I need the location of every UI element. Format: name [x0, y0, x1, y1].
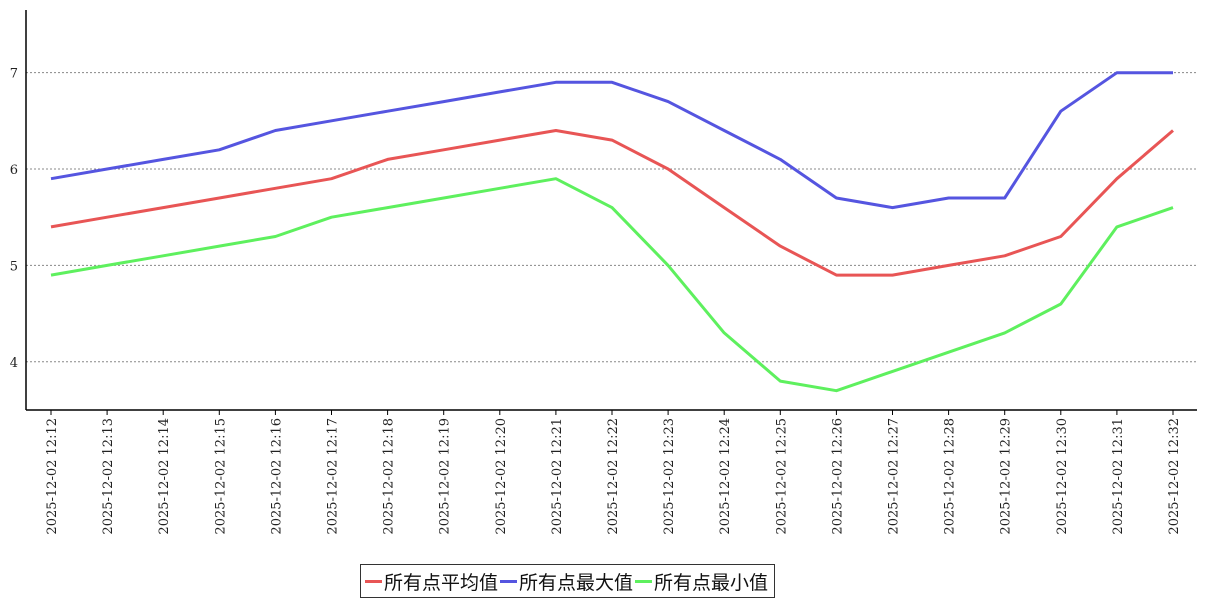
x-tick-label: 2025-12-02 12:14: [157, 418, 172, 535]
x-tick-label: 2025-12-02 12:21: [550, 418, 565, 535]
legend-swatch-average: [365, 579, 382, 583]
legend-label-average: 所有点平均值: [384, 571, 499, 594]
y-tick-labels: 4 5 6 7: [10, 67, 18, 371]
legend-label-min: 所有点最小值: [654, 571, 769, 594]
x-tick-labels: 2025-12-02 12:12 2025-12-02 12:13 2025-12-…: [45, 418, 1182, 535]
x-tick-label: 2025-12-02 12:31: [1111, 418, 1126, 535]
x-tick-label: 2025-12-02 12:24: [718, 418, 733, 535]
gridlines: [26, 72, 1197, 363]
series-line-0: [50, 129, 1174, 277]
x-tick-label: 2025-12-02 12:19: [438, 418, 453, 535]
x-tick-label: 2025-12-02 12:27: [887, 418, 902, 535]
x-tick-label: 2025-12-02 12:26: [830, 418, 845, 535]
x-tick-label: 2025-12-02 12:17: [326, 418, 341, 535]
y-tick-label-4: 4: [10, 356, 18, 371]
x-tick-label: 2025-12-02 12:32: [1167, 418, 1182, 535]
legend-item-average[interactable]: 所有点平均值: [365, 568, 498, 595]
legend: 所有点平均值 所有点最大值 所有点最小值: [360, 564, 776, 598]
legend-item-min[interactable]: 所有点最小值: [635, 568, 768, 595]
y-tick-label-5: 5: [10, 259, 18, 274]
legend-swatch-max: [500, 579, 518, 583]
x-tick-label: 2025-12-02 12:13: [101, 418, 116, 535]
y-tick-label-6: 6: [10, 163, 18, 178]
series-lines: [50, 71, 1174, 393]
x-tick-label: 2025-12-02 12:18: [382, 418, 397, 535]
legend-swatch-min: [635, 579, 653, 583]
legend-item-max[interactable]: 所有点最大值: [500, 568, 633, 595]
x-tick-label: 2025-12-02 12:25: [774, 418, 789, 535]
x-tick-label: 2025-12-02 12:29: [999, 418, 1014, 535]
x-tick-label: 2025-12-02 12:20: [494, 418, 509, 535]
axes: [25, 10, 1197, 415]
series-line-1: [50, 71, 1173, 210]
x-tick-label: 2025-12-02 12:22: [606, 418, 621, 535]
x-tick-label: 2025-12-02 12:28: [943, 418, 958, 535]
y-tick-label-7: 7: [10, 67, 18, 82]
x-tick-label: 2025-12-02 12:23: [662, 418, 677, 535]
x-tick-label: 2025-12-02 12:30: [1055, 418, 1070, 535]
x-tick-label: 2025-12-02 12:15: [213, 418, 228, 535]
legend-label-max: 所有点最大值: [519, 571, 634, 594]
x-tick-label: 2025-12-02 12:16: [269, 418, 284, 535]
x-tick-label: 2025-12-02 12:12: [45, 418, 60, 535]
series-line-2: [50, 177, 1174, 393]
